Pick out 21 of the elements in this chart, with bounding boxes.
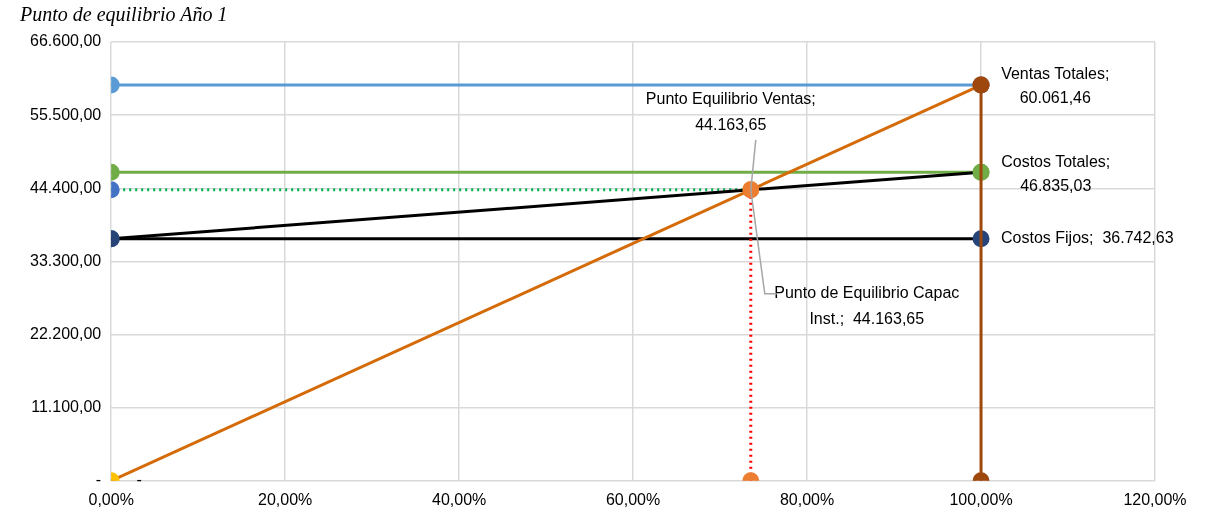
annotation: Costos Totales; 46.835,03	[1001, 152, 1111, 194]
y-tick-label: 22.200,00	[29, 324, 102, 342]
y-tick-label: 33.300,00	[29, 251, 102, 269]
chart-title: Punto de equilibrio Año 1	[19, 3, 228, 27]
y-tick-label: 11.100,00	[31, 398, 102, 416]
x-tick-label: 100,00%	[949, 490, 1013, 508]
y-tick-label: 44.400,00	[29, 178, 102, 196]
y-tick-label: -	[95, 471, 102, 489]
y-tick-label: 55.500,00	[29, 105, 102, 123]
x-tick-label: 120,00%	[1123, 490, 1187, 508]
x-tick-label: 80,00%	[779, 490, 835, 508]
annotation: Punto de Equilibrio Capac Inst.; 44.163,65	[774, 284, 960, 328]
annotation: Ventas Totales; 60.061,46	[1001, 65, 1110, 107]
x-tick-label: 20,00%	[258, 490, 313, 508]
annotation: Punto Equilibrio Ventas; 44.163,65	[645, 90, 816, 134]
x-tick-label: 40,00%	[431, 490, 487, 508]
y-tick-label: 66.600,00	[29, 32, 102, 50]
x-tick-label: 0,00%	[88, 490, 134, 508]
x-tick-label: 60,00%	[605, 490, 661, 508]
annotation: Costos Fijos; 36.742,63	[1001, 229, 1174, 247]
annotation: -	[136, 471, 142, 489]
